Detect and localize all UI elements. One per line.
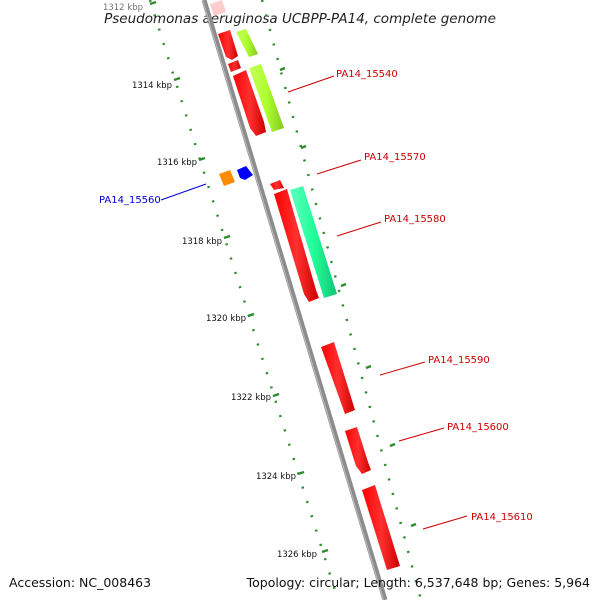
leader-line — [398, 427, 445, 442]
leader-line — [422, 515, 468, 530]
tick-label: 1322 kbp — [231, 393, 271, 403]
outer-track-ticks — [279, 66, 417, 528]
tick-mark — [173, 76, 181, 82]
tick-label: 1326 kbp — [277, 550, 317, 560]
genome-backbone — [201, 0, 388, 600]
tick-label: 1320 kbp — [206, 314, 246, 324]
tick-mark — [297, 470, 305, 476]
faded-feature — [210, 0, 226, 16]
leader-line — [160, 183, 207, 201]
tick-mark — [272, 392, 280, 398]
leader-line — [379, 361, 426, 376]
ruler-major-ticks — [149, 0, 329, 554]
gene-label[interactable]: PA14_15560 — [99, 195, 161, 206]
gene-label[interactable]: PA14_15540 — [336, 69, 398, 80]
tick-mark — [223, 234, 231, 240]
track-mark — [410, 522, 417, 528]
tick-label: 1312 kbp — [103, 3, 143, 13]
rna-bar — [290, 186, 337, 298]
outer-track — [260, 0, 423, 600]
cds-arrow — [321, 342, 355, 414]
cds-arrow — [218, 30, 238, 60]
tick-label: 1316 kbp — [157, 158, 197, 168]
tick-mark — [321, 548, 329, 554]
genome-summary-text: Topology: circular; Length: 6,537,648 bp… — [246, 575, 590, 590]
gene-bar — [249, 64, 284, 132]
cds-arrow — [345, 427, 371, 474]
gene-label[interactable]: PA14_15570 — [364, 152, 426, 163]
genome-backbone-highlight — [202, 0, 384, 600]
gene-label[interactable]: PA14_15610 — [471, 512, 533, 523]
cds-arrow — [270, 180, 284, 190]
accession-text: Accession: NC_008463 — [9, 575, 151, 590]
gene-label[interactable]: PA14_15580 — [384, 214, 446, 225]
cds-arrow — [233, 70, 266, 136]
cds-arrow — [228, 60, 241, 72]
tick-label: 1324 kbp — [256, 472, 296, 482]
map-title: Pseudomonas aeruginosa UCBPP-PA14, compl… — [104, 11, 496, 27]
cds-arrow — [362, 485, 400, 570]
track-mark — [300, 144, 307, 150]
track-mark — [365, 364, 372, 370]
tick-label: 1318 kbp — [182, 237, 222, 247]
tick-label: 1314 kbp — [132, 81, 172, 91]
track-mark — [279, 66, 286, 72]
tick-mark — [149, 0, 157, 6]
gene-label[interactable]: PA14_15590 — [428, 355, 490, 366]
gene-bar — [236, 29, 258, 57]
tick-mark — [198, 156, 206, 162]
track-mark — [340, 282, 347, 288]
track-mark — [389, 442, 396, 448]
small-blue-feature — [237, 166, 253, 180]
tick-mark — [247, 312, 255, 318]
leader-line — [316, 159, 362, 175]
leader-line — [336, 221, 382, 237]
gene-label[interactable]: PA14_15600 — [447, 422, 509, 433]
small-orange-feature — [219, 170, 235, 186]
cds-arrow — [274, 189, 319, 302]
leader-line — [287, 75, 335, 93]
